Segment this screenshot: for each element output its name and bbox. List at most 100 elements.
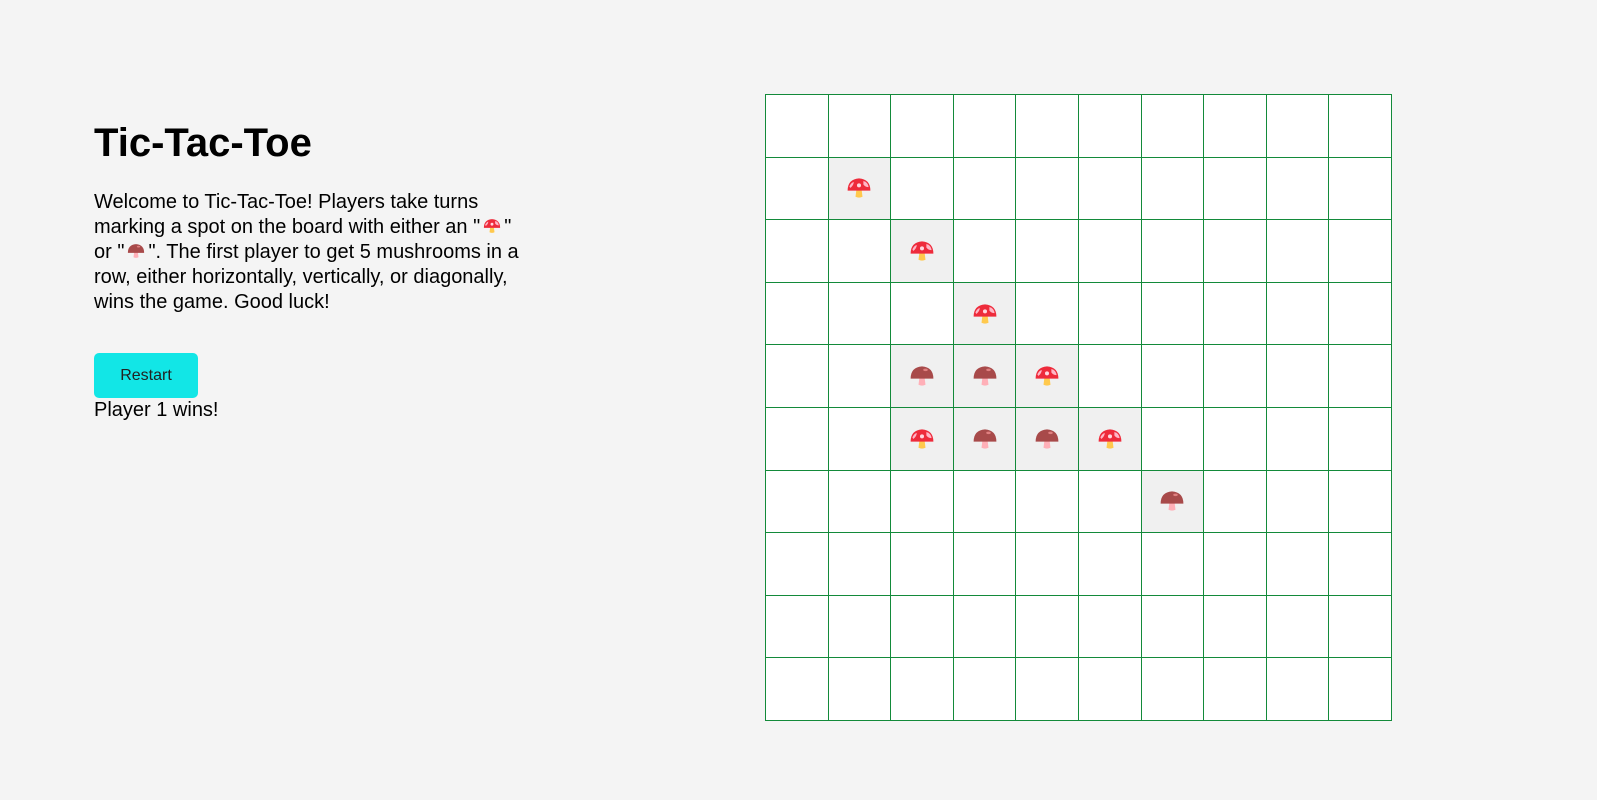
board-cell-r6-c7[interactable] (1141, 407, 1205, 471)
board-cell-r5-c5[interactable] (1016, 345, 1079, 408)
board-cell-r6-c10[interactable] (1329, 407, 1392, 471)
board-cell-r3-c1[interactable] (766, 220, 829, 283)
board-cell-r2-c10[interactable] (1329, 157, 1392, 221)
board-cell-r4-c7[interactable] (1141, 282, 1205, 346)
board-cell-r3-c6[interactable] (1078, 220, 1142, 283)
board-cell-r1-c8[interactable] (1204, 95, 1267, 158)
board-cell-r9-c10[interactable] (1329, 595, 1392, 659)
board-cell-r1-c2[interactable] (828, 95, 892, 158)
restart-button[interactable]: Restart (94, 353, 198, 398)
board-cell-r3-c4[interactable] (953, 220, 1017, 283)
board-cell-r9-c1[interactable] (766, 595, 829, 659)
board-cell-r8-c5[interactable] (1016, 533, 1079, 596)
board-cell-r2-c8[interactable] (1204, 157, 1267, 221)
board-cell-r7-c8[interactable] (1204, 470, 1267, 534)
board-cell-r7-c1[interactable] (766, 470, 829, 534)
board-cell-r8-c9[interactable] (1266, 533, 1330, 596)
board-cell-r8-c8[interactable] (1204, 533, 1267, 596)
board-cell-r4-c10[interactable] (1329, 282, 1392, 346)
board-cell-r10-c3[interactable] (891, 658, 954, 721)
board-cell-r1-c3[interactable] (891, 95, 954, 158)
board-cell-r9-c2[interactable] (828, 595, 892, 659)
board-cell-r2-c5[interactable] (1016, 157, 1079, 221)
board-cell-r1-c7[interactable] (1141, 95, 1205, 158)
board-cell-r1-c5[interactable] (1016, 95, 1079, 158)
board-cell-r10-c9[interactable] (1266, 658, 1330, 721)
board-cell-r5-c8[interactable] (1204, 345, 1267, 408)
board-cell-r8-c1[interactable] (766, 533, 829, 596)
board-cell-r2-c2[interactable] (828, 157, 892, 221)
board-cell-r4-c5[interactable] (1016, 282, 1079, 346)
board-cell-r10-c6[interactable] (1078, 658, 1142, 721)
board-cell-r7-c5[interactable] (1016, 470, 1079, 534)
board-cell-r8-c2[interactable] (828, 533, 892, 596)
board-cell-r4-c6[interactable] (1078, 282, 1142, 346)
board-cell-r6-c1[interactable] (766, 407, 829, 471)
board-cell-r6-c9[interactable] (1266, 407, 1330, 471)
board-cell-r5-c10[interactable] (1329, 345, 1392, 408)
board-cell-r2-c9[interactable] (1266, 157, 1330, 221)
board-cell-r5-c9[interactable] (1266, 345, 1330, 408)
board-cell-r2-c3[interactable] (891, 157, 954, 221)
board-cell-r10-c7[interactable] (1141, 658, 1205, 721)
board-cell-r3-c3[interactable] (891, 220, 954, 283)
board-cell-r1-c6[interactable] (1078, 95, 1142, 158)
board-cell-r2-c4[interactable] (953, 157, 1017, 221)
board-cell-r3-c2[interactable] (828, 220, 892, 283)
board-cell-r7-c2[interactable] (828, 470, 892, 534)
board-cell-r6-c4[interactable] (953, 407, 1017, 471)
board-cell-r1-c9[interactable] (1266, 95, 1330, 158)
board-cell-r8-c7[interactable] (1141, 533, 1205, 596)
board-cell-r3-c7[interactable] (1141, 220, 1205, 283)
board-cell-r6-c8[interactable] (1204, 407, 1267, 471)
board-cell-r9-c6[interactable] (1078, 595, 1142, 659)
board-cell-r4-c8[interactable] (1204, 282, 1267, 346)
board-cell-r8-c6[interactable] (1078, 533, 1142, 596)
board-cell-r6-c5[interactable] (1016, 407, 1079, 471)
board-cell-r2-c6[interactable] (1078, 157, 1142, 221)
board-cell-r1-c1[interactable] (766, 95, 829, 158)
board-cell-r10-c1[interactable] (766, 658, 829, 721)
board-cell-r3-c9[interactable] (1266, 220, 1330, 283)
board-cell-r5-c6[interactable] (1078, 345, 1142, 408)
board-cell-r6-c3[interactable] (891, 407, 954, 471)
board-cell-r8-c4[interactable] (953, 533, 1017, 596)
board-cell-r7-c6[interactable] (1078, 470, 1142, 534)
board-cell-r3-c10[interactable] (1329, 220, 1392, 283)
board-cell-r9-c4[interactable] (953, 595, 1017, 659)
board-cell-r3-c8[interactable] (1204, 220, 1267, 283)
board-cell-r7-c4[interactable] (953, 470, 1017, 534)
board-cell-r3-c5[interactable] (1016, 220, 1079, 283)
board-cell-r6-c2[interactable] (828, 407, 892, 471)
board-cell-r4-c4[interactable] (953, 282, 1017, 346)
board-cell-r9-c5[interactable] (1016, 595, 1079, 659)
board-cell-r4-c1[interactable] (766, 282, 829, 346)
board-cell-r9-c8[interactable] (1204, 595, 1267, 659)
board-cell-r7-c7[interactable] (1141, 470, 1205, 534)
board-cell-r9-c9[interactable] (1266, 595, 1330, 659)
board-cell-r10-c10[interactable] (1329, 658, 1392, 721)
board-cell-r9-c7[interactable] (1141, 595, 1205, 659)
board-cell-r9-c3[interactable] (891, 595, 954, 659)
board-cell-r8-c3[interactable] (891, 533, 954, 596)
board-cell-r5-c1[interactable] (766, 345, 829, 408)
board-cell-r6-c6[interactable] (1078, 407, 1142, 471)
board-cell-r10-c2[interactable] (828, 658, 892, 721)
board-cell-r8-c10[interactable] (1329, 533, 1392, 596)
board-cell-r1-c10[interactable] (1329, 95, 1392, 158)
board-cell-r5-c4[interactable] (953, 345, 1017, 408)
board-cell-r7-c3[interactable] (891, 470, 954, 534)
board-cell-r10-c4[interactable] (953, 658, 1017, 721)
board-cell-r5-c2[interactable] (828, 345, 892, 408)
board-cell-r5-c7[interactable] (1141, 345, 1205, 408)
board-cell-r4-c9[interactable] (1266, 282, 1330, 346)
board-cell-r1-c4[interactable] (953, 95, 1017, 158)
board-cell-r4-c2[interactable] (828, 282, 892, 346)
board-cell-r7-c9[interactable] (1266, 470, 1330, 534)
board-cell-r10-c8[interactable] (1204, 658, 1267, 721)
board-cell-r2-c1[interactable] (766, 157, 829, 221)
board-cell-r5-c3[interactable] (891, 345, 954, 408)
board-cell-r10-c5[interactable] (1016, 658, 1079, 721)
board-cell-r7-c10[interactable] (1329, 470, 1392, 534)
board-cell-r4-c3[interactable] (891, 282, 954, 346)
